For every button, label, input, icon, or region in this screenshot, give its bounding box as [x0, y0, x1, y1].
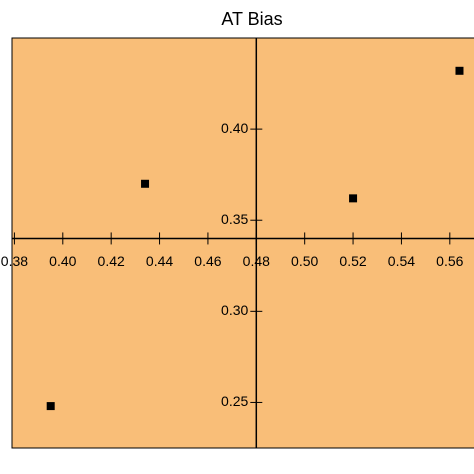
point: [141, 179, 150, 188]
x-tick-label: 0.52: [339, 253, 366, 269]
y-tick-label: 0.40: [221, 120, 248, 136]
y-tick-label: 0.25: [221, 393, 248, 409]
point: [46, 402, 55, 411]
x-tick-label: 0.56: [436, 253, 463, 269]
point: [349, 194, 358, 203]
plot-area: [11, 37, 474, 449]
x-tick-label: 0.46: [194, 253, 221, 269]
x-tick-label: 0.54: [388, 253, 415, 269]
x-tick-label: 0.42: [98, 253, 125, 269]
x-tick-label: 0.44: [146, 253, 173, 269]
x-tick-label: 0.48: [243, 253, 270, 269]
y-tick-label: 0.35: [221, 211, 248, 227]
chart-title: AT Bias: [221, 9, 282, 29]
x-tick-label: 0.50: [291, 253, 318, 269]
y-tick-label: 0.30: [221, 302, 248, 318]
point: [455, 66, 464, 75]
x-tick-label: 0.40: [49, 253, 76, 269]
x-tick-label: 0.38: [1, 253, 28, 269]
